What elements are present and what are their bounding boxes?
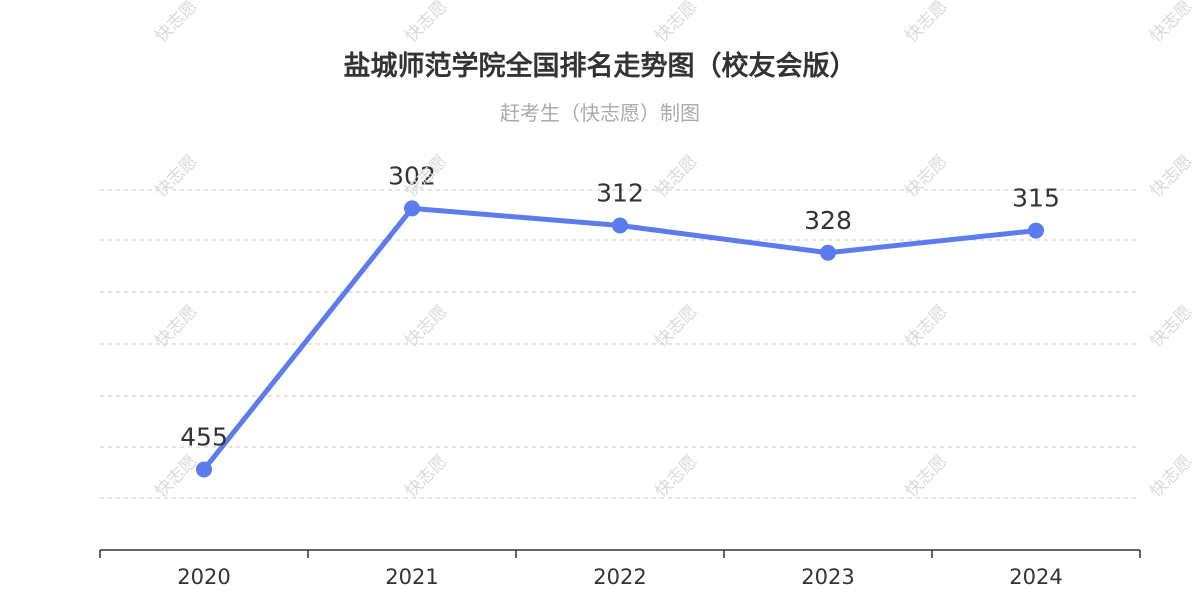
watermark-text: 快志愿 bbox=[1146, 451, 1196, 501]
data-point bbox=[404, 200, 420, 217]
data-point bbox=[1028, 222, 1044, 239]
data-labels: 455 302 312 328 315 bbox=[180, 161, 1060, 451]
x-tick-label: 2021 bbox=[385, 565, 438, 589]
watermark-text: 快志愿 bbox=[151, 301, 201, 351]
data-label: 315 bbox=[1012, 184, 1060, 213]
data-label: 312 bbox=[596, 178, 644, 207]
data-label: 328 bbox=[804, 206, 852, 235]
watermark-text: 快志愿 bbox=[401, 451, 451, 501]
x-tick-label: 2022 bbox=[593, 565, 646, 589]
watermarks: 快志愿 快志愿 快志愿 快志愿 快志愿快志愿 快志愿 快志愿 快志愿 快志愿快志愿 快志愿 快志愿快… bbox=[151, 0, 1196, 502]
watermark-text: 快志愿 bbox=[901, 0, 951, 47]
watermark-text: 快志愿 bbox=[1146, 151, 1196, 201]
x-axis: 2020 2021 2022 2023 2024 bbox=[99, 549, 1141, 589]
x-tick-label: 2024 bbox=[1009, 565, 1062, 589]
x-tick-label: 2023 bbox=[801, 565, 854, 589]
data-point bbox=[196, 461, 212, 478]
watermark-text: 快志愿 bbox=[651, 151, 701, 201]
data-point bbox=[820, 244, 836, 261]
data-label: 302 bbox=[388, 161, 436, 190]
watermark-text: 快志愿 bbox=[901, 451, 951, 501]
chart-title: 盐城师范学院全国排名走势图（校友会版） bbox=[343, 51, 857, 82]
chart-subtitle: 赶考生（快志愿）制图 bbox=[500, 101, 700, 125]
grid-lines bbox=[100, 189, 1140, 499]
watermark-text: 快志愿 bbox=[901, 151, 951, 201]
watermark-text: 快志愿 bbox=[401, 0, 451, 47]
watermark-text: 快志愿 bbox=[1146, 301, 1196, 351]
watermark-text: 快志愿 bbox=[151, 0, 201, 47]
series-line-group bbox=[196, 200, 1044, 478]
data-label: 455 bbox=[180, 422, 228, 451]
watermark-text: 快志愿 bbox=[651, 451, 701, 501]
watermark-text: 快志愿 bbox=[651, 0, 701, 47]
watermark-text: 快志愿 bbox=[1146, 0, 1196, 47]
data-point bbox=[612, 217, 628, 234]
watermark-text: 快志愿 bbox=[151, 151, 201, 201]
x-tick-label: 2020 bbox=[177, 565, 230, 589]
watermark-text: 快志愿 bbox=[151, 451, 201, 501]
